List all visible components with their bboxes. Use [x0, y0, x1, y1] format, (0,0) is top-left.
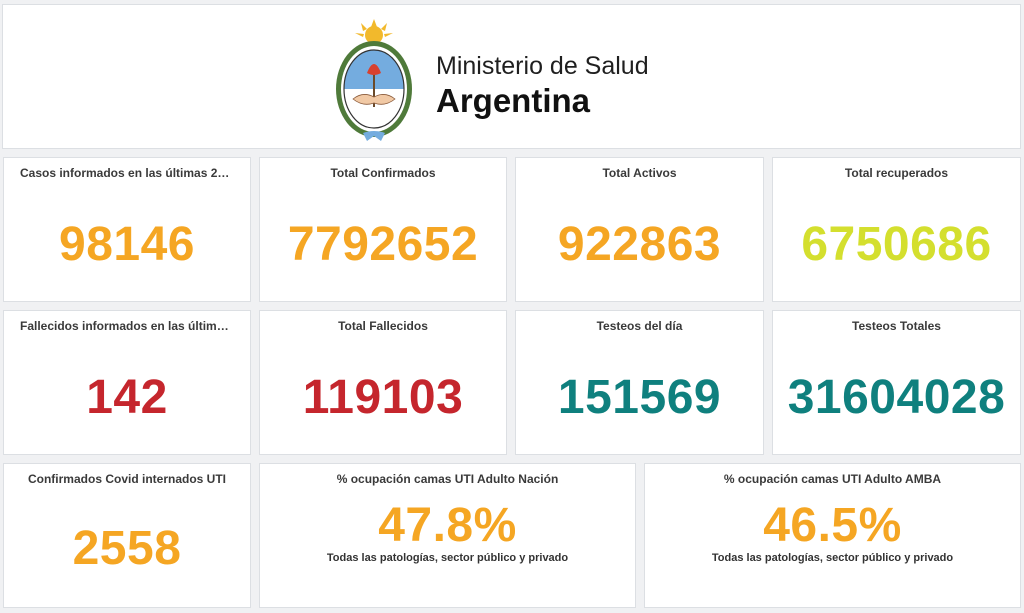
brand-line-argentina: Argentina	[436, 82, 591, 119]
card-casos-24h: Casos informados en las últimas 24… 9814…	[3, 157, 251, 302]
card-title: Casos informados en las últimas 24…	[20, 166, 237, 180]
card-value: 31604028	[787, 371, 1006, 424]
card-title: % ocupación camas UTI Adulto Nación	[336, 472, 559, 486]
card-value: 46.5%	[763, 499, 902, 552]
card-subtitle: Todas las patologías, sector público y p…	[711, 552, 954, 564]
card-fallecidos-24h: Fallecidos informados en las última… 142	[3, 310, 251, 455]
card-total-activos: Total Activos 922863	[515, 157, 764, 302]
card-title: Total recuperados	[844, 166, 949, 180]
argentina-coat-of-arms-icon	[333, 17, 415, 145]
card-title: Testeos del día	[596, 319, 683, 333]
card-title: Total Confirmados	[330, 166, 436, 180]
card-total-fallecidos: Total Fallecidos 119103	[259, 310, 507, 455]
card-title: Testeos Totales	[852, 319, 941, 333]
card-value: 6750686	[801, 218, 992, 271]
card-total-recuperados: Total recuperados 6750686	[772, 157, 1021, 302]
card-testeos-totales: Testeos Totales 31604028	[772, 310, 1021, 455]
card-value: 151569	[557, 371, 722, 424]
card-title: % ocupación camas UTI Adulto AMBA	[723, 472, 942, 486]
card-value: 47.8%	[378, 499, 517, 552]
card-value: 142	[86, 371, 168, 424]
card-value: 98146	[59, 218, 195, 271]
card-ocupacion-uti-nacion: % ocupación camas UTI Adulto Nación 47.8…	[259, 463, 636, 608]
brand-line-ministerio: Ministerio de Salud	[436, 52, 649, 80]
card-title: Total Fallecidos	[338, 319, 428, 333]
card-ocupacion-uti-amba: % ocupación camas UTI Adulto AMBA 46.5% …	[644, 463, 1021, 608]
card-title: Total Activos	[602, 166, 677, 180]
card-value: 7792652	[287, 218, 479, 271]
card-title: Confirmados Covid internados UTI	[27, 472, 226, 486]
card-testeos-dia: Testeos del día 151569	[515, 310, 764, 455]
card-value: 922863	[557, 218, 722, 271]
card-total-confirmados: Total Confirmados 7792652	[259, 157, 507, 302]
card-value: 119103	[302, 371, 464, 424]
card-subtitle: Todas las patologías, sector público y p…	[326, 552, 569, 564]
header-banner: Ministerio de Salud Argentina	[2, 4, 1021, 149]
card-value: 2558	[72, 522, 182, 575]
card-title: Fallecidos informados en las última…	[20, 319, 236, 333]
brand-block: Ministerio de Salud Argentina	[436, 49, 649, 119]
card-internados-uti: Confirmados Covid internados UTI 2558	[3, 463, 251, 608]
